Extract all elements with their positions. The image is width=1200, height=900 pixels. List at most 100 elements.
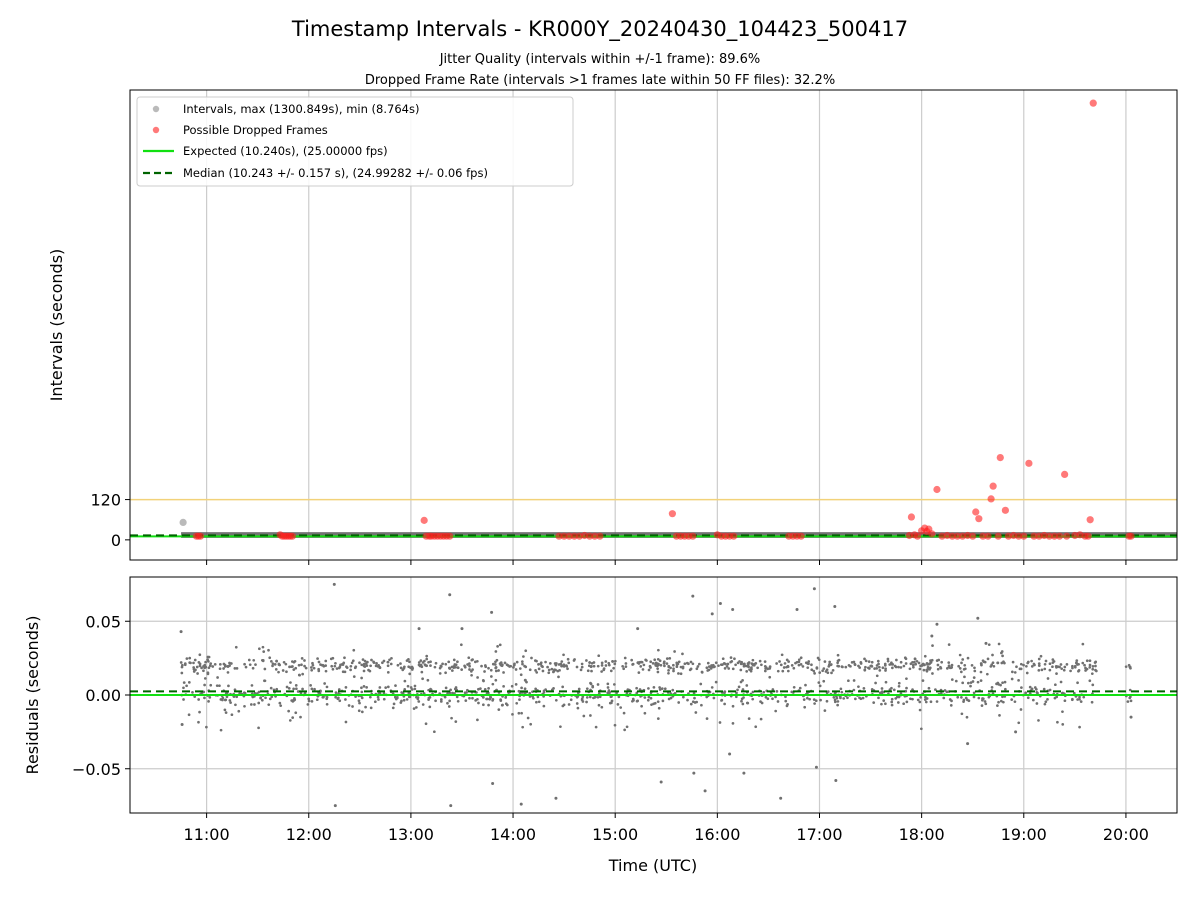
residual-point: [999, 699, 1003, 703]
residual-point: [812, 669, 816, 673]
residual-point: [636, 661, 640, 665]
residual-outlier-point: [710, 612, 714, 616]
residual-point: [369, 706, 373, 710]
residual-point: [382, 697, 386, 701]
residual-point: [807, 662, 810, 666]
residual-point: [369, 695, 372, 699]
residual-point: [235, 667, 239, 670]
residual-point: [817, 681, 821, 684]
residual-point: [550, 667, 554, 671]
residual-point: [768, 675, 772, 679]
residual-point: [799, 663, 803, 666]
residual-point: [253, 703, 256, 706]
residual-point: [828, 663, 831, 666]
time-x-tick-label: 18:00: [899, 825, 945, 844]
time-x-tick-label: 19:00: [1001, 825, 1047, 844]
residual-point: [962, 667, 966, 671]
residual-point: [273, 663, 277, 666]
residual-point: [668, 656, 672, 660]
residual-point: [1078, 697, 1081, 701]
residual-point: [921, 679, 925, 682]
residual-point: [945, 667, 949, 670]
residual-point: [609, 695, 613, 699]
residual-point: [598, 695, 602, 699]
residual-point: [1081, 642, 1085, 646]
residual-point: [407, 665, 411, 669]
residual-point: [285, 685, 289, 689]
residual-point: [908, 667, 912, 671]
residual-point: [1129, 695, 1132, 699]
residual-point: [451, 691, 454, 695]
residual-point: [281, 669, 285, 672]
residual-point: [924, 700, 928, 704]
residual-point: [1044, 700, 1048, 704]
residual-point: [779, 663, 783, 667]
residual-point: [942, 696, 946, 700]
residual-point: [1037, 657, 1041, 661]
residual-point: [268, 697, 272, 701]
residual-point: [593, 696, 596, 699]
residual-point: [745, 670, 749, 673]
dropped-frame-point: [420, 516, 428, 524]
residual-point: [902, 702, 905, 706]
residual-point: [667, 671, 670, 675]
residual-point: [547, 668, 551, 672]
residual-point: [844, 665, 848, 669]
residual-point: [502, 684, 505, 688]
residual-point: [243, 691, 247, 695]
residual-point: [998, 714, 1001, 717]
residual-point: [438, 672, 442, 675]
residual-point: [1010, 698, 1014, 701]
residual-point: [426, 678, 430, 682]
dropped-frame-point: [596, 532, 604, 540]
residual-point: [852, 688, 856, 692]
residual-point: [537, 663, 540, 666]
dropped-frame-point: [996, 454, 1004, 462]
residual-point: [1076, 663, 1079, 666]
residual-point: [656, 700, 660, 704]
residual-point: [835, 696, 839, 700]
residual-point: [721, 663, 724, 666]
residual-point: [740, 699, 743, 703]
residual-point: [471, 696, 474, 700]
residual-point: [883, 662, 887, 666]
residual-point: [919, 695, 922, 699]
residual-point: [206, 655, 210, 659]
residual-point: [444, 686, 448, 690]
residual-point: [450, 716, 453, 720]
residual-point: [935, 700, 939, 703]
residual-point: [966, 681, 970, 685]
residual-outlier-point: [448, 593, 452, 597]
residual-point: [877, 665, 881, 669]
residual-point: [228, 661, 231, 665]
residual-point: [365, 686, 368, 689]
residual-point: [504, 696, 508, 699]
residual-point: [640, 704, 643, 708]
residual-point: [495, 658, 499, 662]
residual-point: [542, 689, 546, 693]
residual-point: [1061, 723, 1065, 726]
residual-point: [386, 664, 390, 668]
residual-point: [521, 662, 524, 666]
residual-point: [677, 672, 680, 675]
residual-point: [562, 665, 566, 668]
residual-point: [824, 670, 828, 673]
residual-point: [428, 705, 432, 709]
residual-point: [325, 695, 329, 699]
residual-point: [428, 695, 432, 699]
residual-point: [597, 703, 601, 707]
residual-point: [580, 697, 584, 701]
residual-point: [407, 657, 410, 661]
residual-point: [559, 725, 562, 729]
residual-point: [303, 659, 306, 662]
intervals-y-tick-label: 120: [90, 491, 121, 510]
residual-point: [321, 663, 325, 667]
residual-point: [427, 660, 430, 664]
residual-point: [695, 700, 699, 704]
residual-point: [303, 664, 306, 668]
residual-point: [361, 658, 365, 661]
residual-point: [899, 660, 903, 664]
residual-point: [831, 668, 835, 672]
residual-point: [984, 702, 988, 706]
residual-point: [1032, 662, 1036, 666]
